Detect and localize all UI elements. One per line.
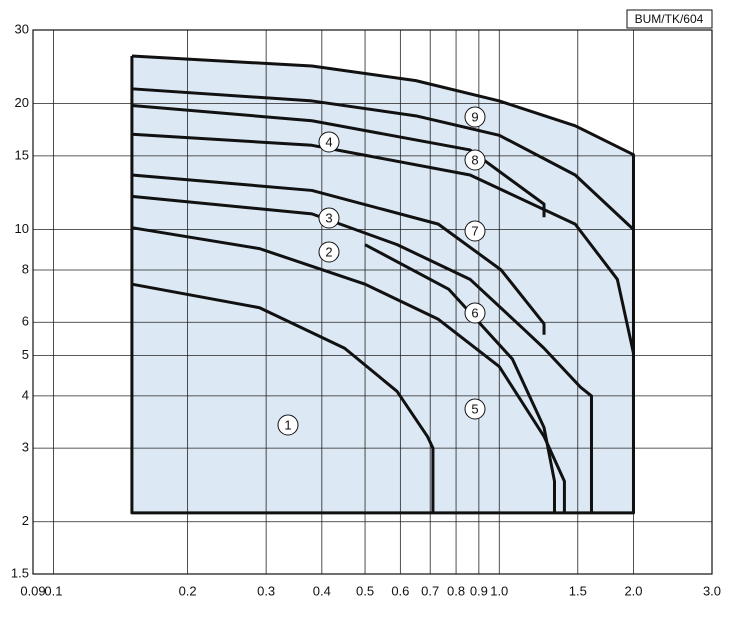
x-tick-label: 2.0 (624, 583, 642, 598)
annotation-box (626, 9, 713, 29)
curve (131, 194, 593, 513)
x-tick-label: 0.6 (391, 583, 409, 598)
y-tick-label: 6 (22, 314, 29, 329)
curve (130, 54, 635, 515)
y-tick-label: 5 (22, 347, 29, 362)
x-tick-label: 3.0 (703, 583, 721, 598)
x-tick-label: 0.1 (44, 583, 62, 598)
x-tick-label: 0.8 (447, 583, 465, 598)
curve (131, 282, 435, 513)
y-tick-label: 1.5 (11, 565, 29, 580)
curve-label-circle (277, 414, 299, 436)
curve-label-circle (318, 241, 340, 263)
plot-frame (32, 29, 713, 575)
curve-label: 5 (471, 401, 478, 416)
curve-label: 8 (471, 152, 478, 167)
x-tick-label: 0.7 (421, 583, 439, 598)
curve-label: 4 (325, 134, 332, 149)
x-tick-label: 0.5 (356, 583, 374, 598)
curve-label-circle (464, 398, 486, 420)
curve-label: 6 (471, 305, 478, 320)
curve (131, 103, 546, 218)
curve-label: 3 (325, 210, 332, 225)
curve-label-circle (464, 220, 486, 242)
curve (131, 173, 546, 335)
x-tick-label: 0.9 (470, 583, 488, 598)
curve (364, 243, 556, 513)
curve-label: 2 (325, 244, 332, 259)
y-tick-label: 10 (15, 221, 29, 236)
curve-label: 1 (284, 417, 291, 432)
y-tick-label: 30 (15, 21, 29, 36)
x-tick-label: 1.5 (569, 583, 587, 598)
x-tick-label: 0.4 (313, 583, 331, 598)
envelope-area (131, 55, 634, 513)
curve-label-circle (464, 302, 486, 324)
x-tick-label: 0.2 (179, 583, 197, 598)
x-tick-label: 0.09 (20, 583, 45, 598)
curve-label: 9 (471, 109, 478, 124)
y-tick-label: 4 (22, 387, 29, 402)
y-tick-label: 3 (22, 440, 29, 455)
annotation: BUM/TK/604 (635, 12, 704, 26)
curve-label-circle (464, 149, 486, 171)
y-tick-label: 20 (15, 95, 29, 110)
curve-label-circle (318, 207, 340, 229)
curve-label-circle (318, 131, 340, 153)
y-tick-label: 8 (22, 261, 29, 276)
curve-label: 7 (471, 223, 478, 238)
curve-label-circle (464, 106, 486, 128)
y-tick-label: 2 (22, 513, 29, 528)
curve (131, 87, 635, 231)
y-tick-label: 15 (15, 147, 29, 162)
x-tick-label: 0.3 (257, 583, 275, 598)
x-tick-label: 1.0 (490, 583, 508, 598)
curve (131, 226, 566, 513)
